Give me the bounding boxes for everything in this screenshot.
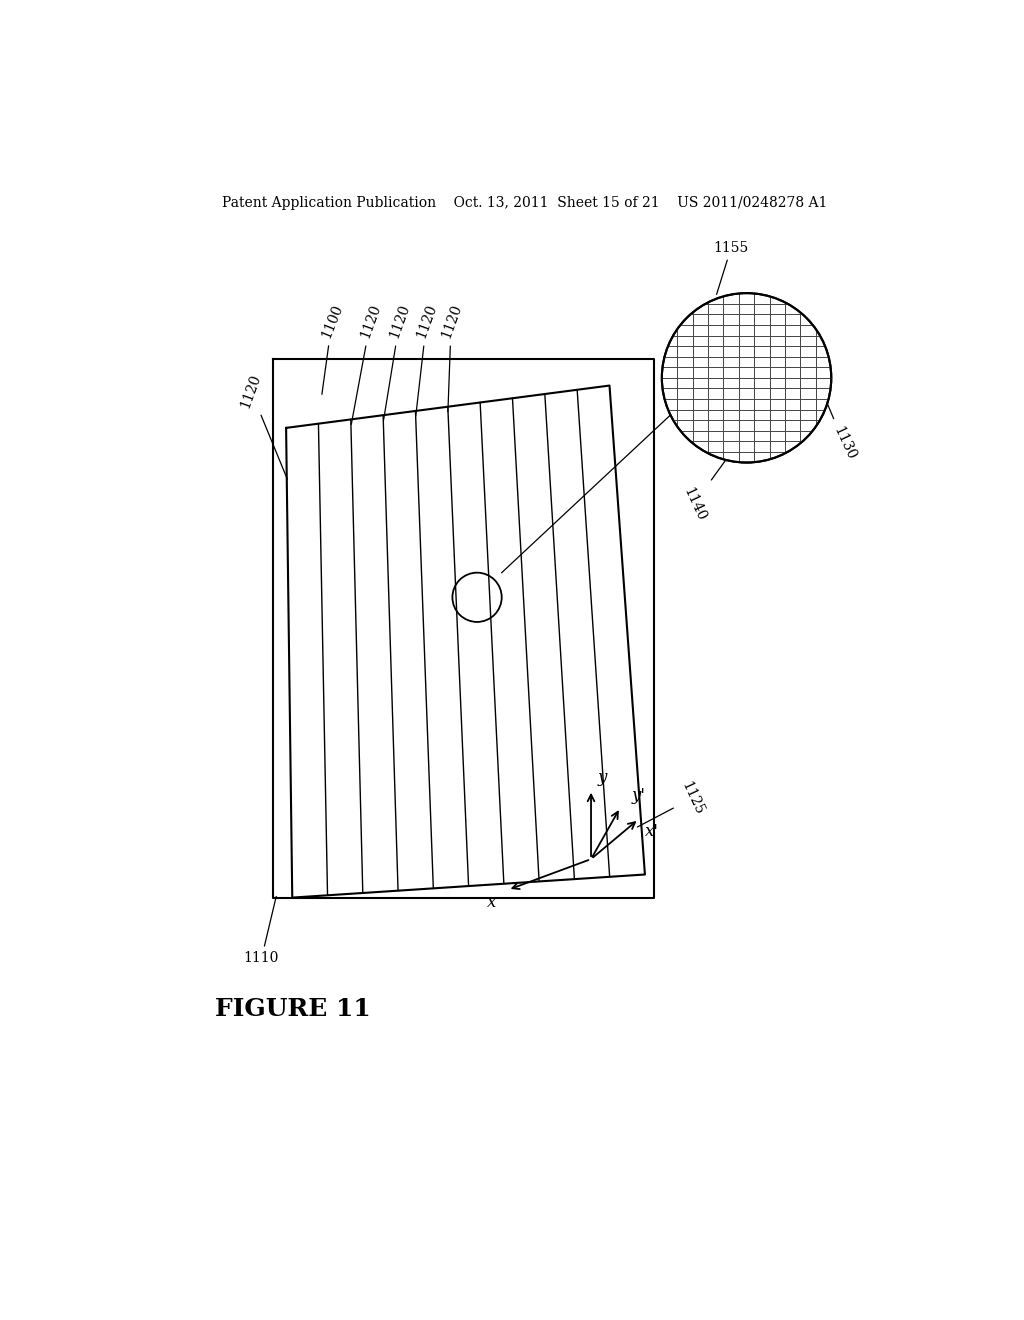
Text: 1125: 1125 [637, 779, 707, 828]
Text: Patent Application Publication    Oct. 13, 2011  Sheet 15 of 21    US 2011/02482: Patent Application Publication Oct. 13, … [222, 197, 827, 210]
Text: y': y' [632, 787, 646, 804]
Text: 1120: 1120 [384, 302, 413, 420]
Text: x: x [487, 894, 497, 911]
Text: 1100: 1100 [318, 302, 345, 395]
Text: 1120: 1120 [438, 302, 464, 412]
Text: y: y [597, 770, 606, 785]
Text: 1140: 1140 [680, 449, 733, 523]
Text: x': x' [645, 822, 658, 840]
Circle shape [662, 293, 831, 462]
Text: 1120: 1120 [414, 302, 439, 416]
Text: 1120: 1120 [239, 372, 288, 479]
Text: 1110: 1110 [244, 896, 280, 965]
Text: 1130: 1130 [821, 388, 858, 462]
Text: FIGURE 11: FIGURE 11 [215, 997, 371, 1022]
Text: 1120: 1120 [351, 302, 383, 425]
Text: 1155: 1155 [714, 240, 749, 294]
